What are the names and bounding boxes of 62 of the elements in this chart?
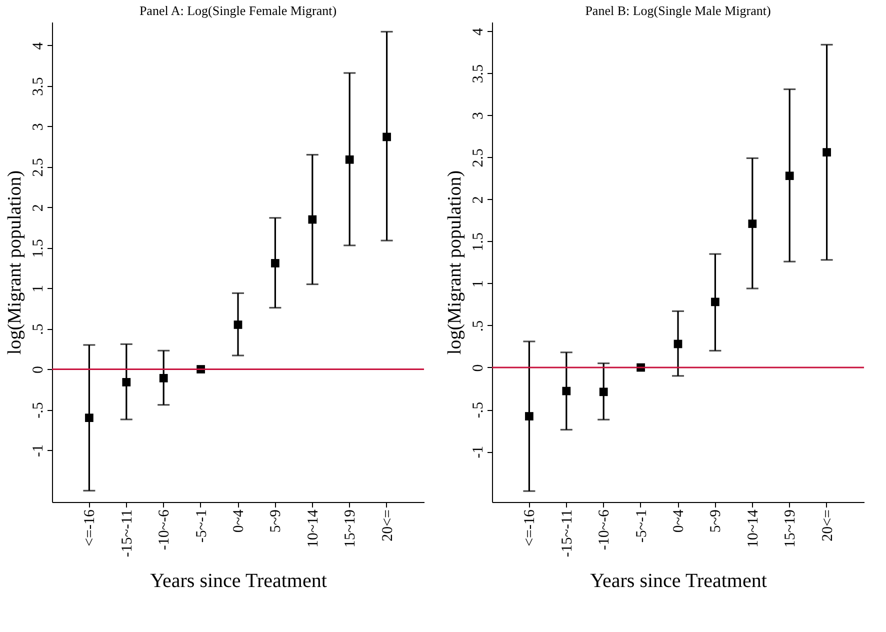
x-tick-label: -10~-6 — [596, 509, 613, 550]
point — [822, 148, 831, 156]
point — [122, 378, 131, 386]
y-tick-label: 3 — [470, 112, 486, 120]
point — [711, 298, 720, 306]
x-tick-label: 10~14 — [745, 509, 762, 548]
point — [345, 155, 354, 164]
x-tick-label: 15~19 — [342, 510, 359, 548]
chart-title: Panel B: Log(Single Male Migrant) — [585, 3, 771, 18]
y-tick-label: 1.5 — [30, 238, 46, 258]
y-tick-label: 3 — [30, 123, 46, 131]
point — [271, 259, 280, 268]
y-tick-label: 4 — [470, 27, 486, 36]
x-tick-label: -15~-11 — [559, 510, 576, 558]
x-tick-label: 0~4 — [231, 509, 247, 533]
y-tick-label: 0 — [470, 364, 486, 372]
y-axis-title: log(Migrant population) — [4, 170, 26, 355]
y-tick-label: 1.5 — [470, 232, 486, 252]
x-tick-label: -5~-1 — [634, 510, 650, 543]
point — [85, 414, 94, 422]
y-tick-label: 2.5 — [30, 158, 46, 177]
y-tick-label: -.5 — [470, 402, 486, 418]
y-tick-label: 2 — [30, 204, 46, 212]
x-tick-label: 15~19 — [782, 510, 799, 548]
point — [562, 386, 571, 396]
y-tick-label: 2.5 — [470, 148, 486, 168]
point — [785, 172, 794, 180]
x-tick-label: 10~14 — [305, 509, 322, 548]
point — [159, 374, 168, 382]
y-tick-label: .5 — [30, 324, 46, 335]
point — [525, 412, 534, 420]
y-tick-label: -1 — [470, 446, 486, 458]
x-tick-label: 5~9 — [268, 510, 284, 533]
y-tick-label: 0 — [30, 366, 46, 374]
y-tick-label: 3.5 — [470, 64, 486, 84]
point — [674, 340, 682, 348]
x-tick-label: -5~-1 — [194, 510, 210, 543]
y-tick-label: 1 — [470, 280, 486, 288]
x-tick-label: <=-16 — [82, 509, 98, 546]
y-tick-label: -1 — [30, 444, 46, 457]
x-tick-label: 0~4 — [671, 509, 687, 533]
y-tick-label: -.5 — [30, 402, 46, 418]
x-tick-label: 20<= — [380, 510, 396, 542]
y-tick-label: .5 — [470, 320, 486, 332]
y-tick-label: 4 — [30, 42, 46, 50]
y-tick-label: 3.5 — [30, 77, 46, 96]
point — [748, 220, 757, 228]
x-tick-label: 5~9 — [708, 510, 724, 533]
x-tick-label: <=-16 — [522, 509, 538, 546]
y-tick-label: 1 — [30, 285, 46, 293]
chart-title: Panel A: Log(Single Female Migrant) — [139, 3, 337, 18]
point — [382, 132, 391, 142]
x-tick-label: 20<= — [820, 510, 836, 542]
point — [308, 215, 317, 224]
x-tick-label: -15~-11 — [119, 510, 136, 558]
point — [234, 320, 242, 329]
y-tick-label: 2 — [470, 196, 486, 204]
x-axis-title: Years since Treatment — [590, 570, 768, 592]
x-tick-label: -10~-6 — [156, 509, 173, 550]
x-axis-title: Years since Treatment — [150, 570, 328, 592]
point — [599, 388, 608, 396]
y-axis-title: log(Migrant population) — [444, 170, 466, 355]
